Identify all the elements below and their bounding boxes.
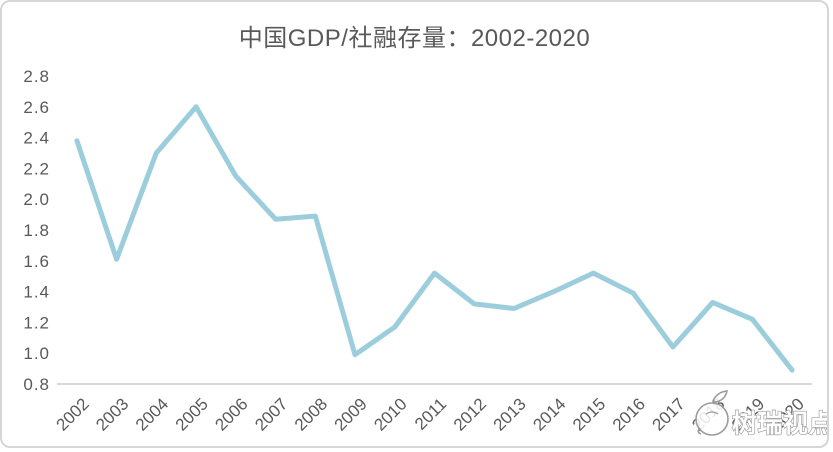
x-axis-tick-label: 2011 (411, 394, 450, 433)
x-axis-tick-label: 2012 (450, 394, 490, 434)
x-axis-tick-label: 2015 (569, 394, 609, 434)
x-axis-tick-label: 2009 (331, 394, 371, 434)
y-axis-tick-label: 2.0 (23, 190, 50, 209)
x-axis-tick-label: 2007 (251, 394, 291, 434)
x-axis-tick-label: 2013 (490, 394, 530, 434)
chart-title: 中国GDP/社融存量：2002-2020 (238, 25, 591, 52)
x-axis-tick-label: 2010 (370, 394, 410, 434)
y-axis-tick-label: 2.6 (23, 98, 50, 117)
y-axis-tick-label: 2.4 (23, 129, 50, 148)
y-axis-tick-label: 1.8 (23, 221, 50, 240)
data-line (74, 104, 795, 373)
watermark-logo-icon (695, 390, 729, 436)
x-axis-tick-label: 2014 (529, 394, 569, 434)
y-axis-tick-label: 2.2 (23, 159, 50, 178)
x-axis-tick-label: 2005 (172, 394, 212, 434)
watermark-text: 树瑞视点 (732, 410, 829, 438)
y-axis-tick-label: 1.0 (23, 344, 50, 363)
x-axis-tick-label: 2006 (211, 394, 251, 434)
x-axis-tick-label: 2008 (291, 394, 331, 434)
watermark: 树瑞视点 (695, 390, 829, 439)
y-axis-tick-label: 2.8 (23, 67, 50, 86)
y-axis-tick-label: 1.2 (23, 313, 50, 332)
y-axis-tick-label: 0.8 (23, 375, 50, 394)
x-axis-tick-label: 2003 (92, 394, 132, 434)
y-axis-tick-label: 1.4 (23, 283, 50, 302)
y-axis-tick-label: 1.6 (23, 252, 50, 271)
x-axis-tick-label: 2002 (53, 394, 93, 434)
x-axis-tick-label: 2004 (132, 394, 172, 434)
x-axis-tick-label: 2016 (609, 394, 649, 434)
